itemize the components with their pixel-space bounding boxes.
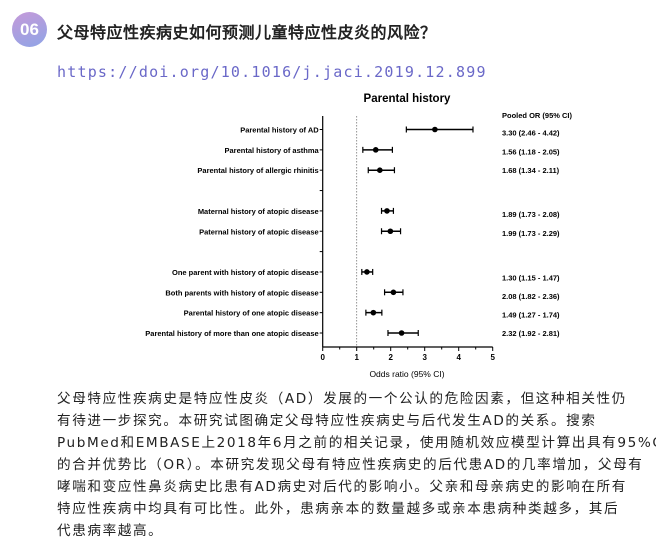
row-label: Parental history of more than one atopic… — [145, 329, 318, 338]
row-label: Parental history of AD — [240, 126, 319, 135]
odds-ratio-point — [398, 330, 405, 336]
ci-value-label: 1.68 (1.34 - 2.11) — [502, 166, 560, 175]
row-label: Parental history of one atopic disease — [184, 309, 319, 318]
ci-value-label: 1.99 (1.73 - 2.29) — [502, 229, 560, 238]
section-title: 父母特应性疾病史如何预测儿童特应性皮炎的风险？ — [57, 23, 437, 42]
summary-paragraph: 父母特应性疾病史是特应性皮炎（AD）发展的一个公认的危险因素，但这种相关性仍 有… — [57, 388, 656, 542]
doi-link[interactable]: https://doi.org/10.1016/j.jaci.2019.12.8… — [57, 63, 487, 81]
paragraph-line: 父母特应性疾病史是特应性皮炎（AD）发展的一个公认的危险因素，但这种相关性仍 — [57, 391, 627, 407]
chart-title: Parental history — [364, 93, 452, 105]
ci-value-label: 3.30 (2.46 - 4.42) — [502, 129, 560, 138]
ci-value-label: 1.89 (1.73 - 2.08) — [502, 210, 560, 219]
forest-plot: Parental history Pooled OR (95% CI) 0 1 2 3 4 5… — [145, 93, 573, 379]
odds-ratio-point — [370, 309, 377, 316]
row-label: Parental history of allergic rhinitis — [197, 166, 318, 175]
paragraph-line: PubMed和EMBASE上2018年6月之前的相关记录，使用随机效应模型计算出… — [57, 435, 656, 451]
odds-ratio-point — [364, 269, 370, 275]
paragraph-line: 的合并优势比（OR）。本研究发现父母有特应性疾病史的后代患AD的几率增加，父母有 — [57, 457, 644, 473]
x-axis-label: Odds ratio (95% CI) — [369, 369, 444, 379]
ci-value-label: 2.32 (1.92 - 2.81) — [502, 329, 560, 338]
odds-ratio-point — [432, 126, 438, 133]
x-tick-label: 2 — [388, 353, 393, 362]
row-label: Maternal history of atopic disease — [198, 207, 319, 216]
odds-ratio-point — [387, 228, 394, 235]
odds-ratio-point — [372, 147, 379, 153]
paragraph-line: 特应性疾病中均具有可比性。此外，患病亲本的数量越多或亲本患病种类越多，其后 — [57, 501, 620, 517]
paragraph-line: 哮喘和变应性鼻炎病史比患有AD病史对后代的影响小。父亲和母亲病史的影响在所有 — [57, 479, 627, 495]
row-label: One parent with history of atopic diseas… — [172, 268, 319, 277]
x-tick-label: 4 — [456, 353, 461, 362]
row-label: Both parents with history of atopic dise… — [165, 288, 318, 297]
ci-value-label: 1.49 (1.27 - 1.74) — [502, 311, 560, 320]
x-tick-label: 3 — [422, 353, 427, 362]
ci-value-label: 1.56 (1.18 - 2.05) — [502, 147, 560, 156]
odds-ratio-point — [377, 167, 383, 173]
ci-value-label: 2.08 (1.82 - 2.36) — [502, 292, 560, 301]
x-tick-label: 5 — [490, 353, 495, 362]
odds-ratio-point — [384, 208, 390, 214]
paragraph-line: 有待进一步探究。本研究试图确定父母特应性疾病史与后代发生AD的关系。搜索 — [57, 413, 597, 429]
paragraph-line: 代患病率越高。 — [57, 523, 164, 539]
section-number-badge: 06 — [12, 12, 47, 47]
x-tick-label: 1 — [354, 353, 359, 362]
ci-value-label: 1.30 (1.15 - 1.47) — [502, 273, 560, 282]
ci-column-header: Pooled OR (95% CI) — [502, 111, 573, 120]
row-label: Parental history of asthma — [224, 146, 319, 155]
odds-ratio-point — [390, 289, 397, 296]
row-label: Paternal history of atopic disease — [199, 227, 319, 236]
x-tick-label: 0 — [320, 353, 325, 362]
